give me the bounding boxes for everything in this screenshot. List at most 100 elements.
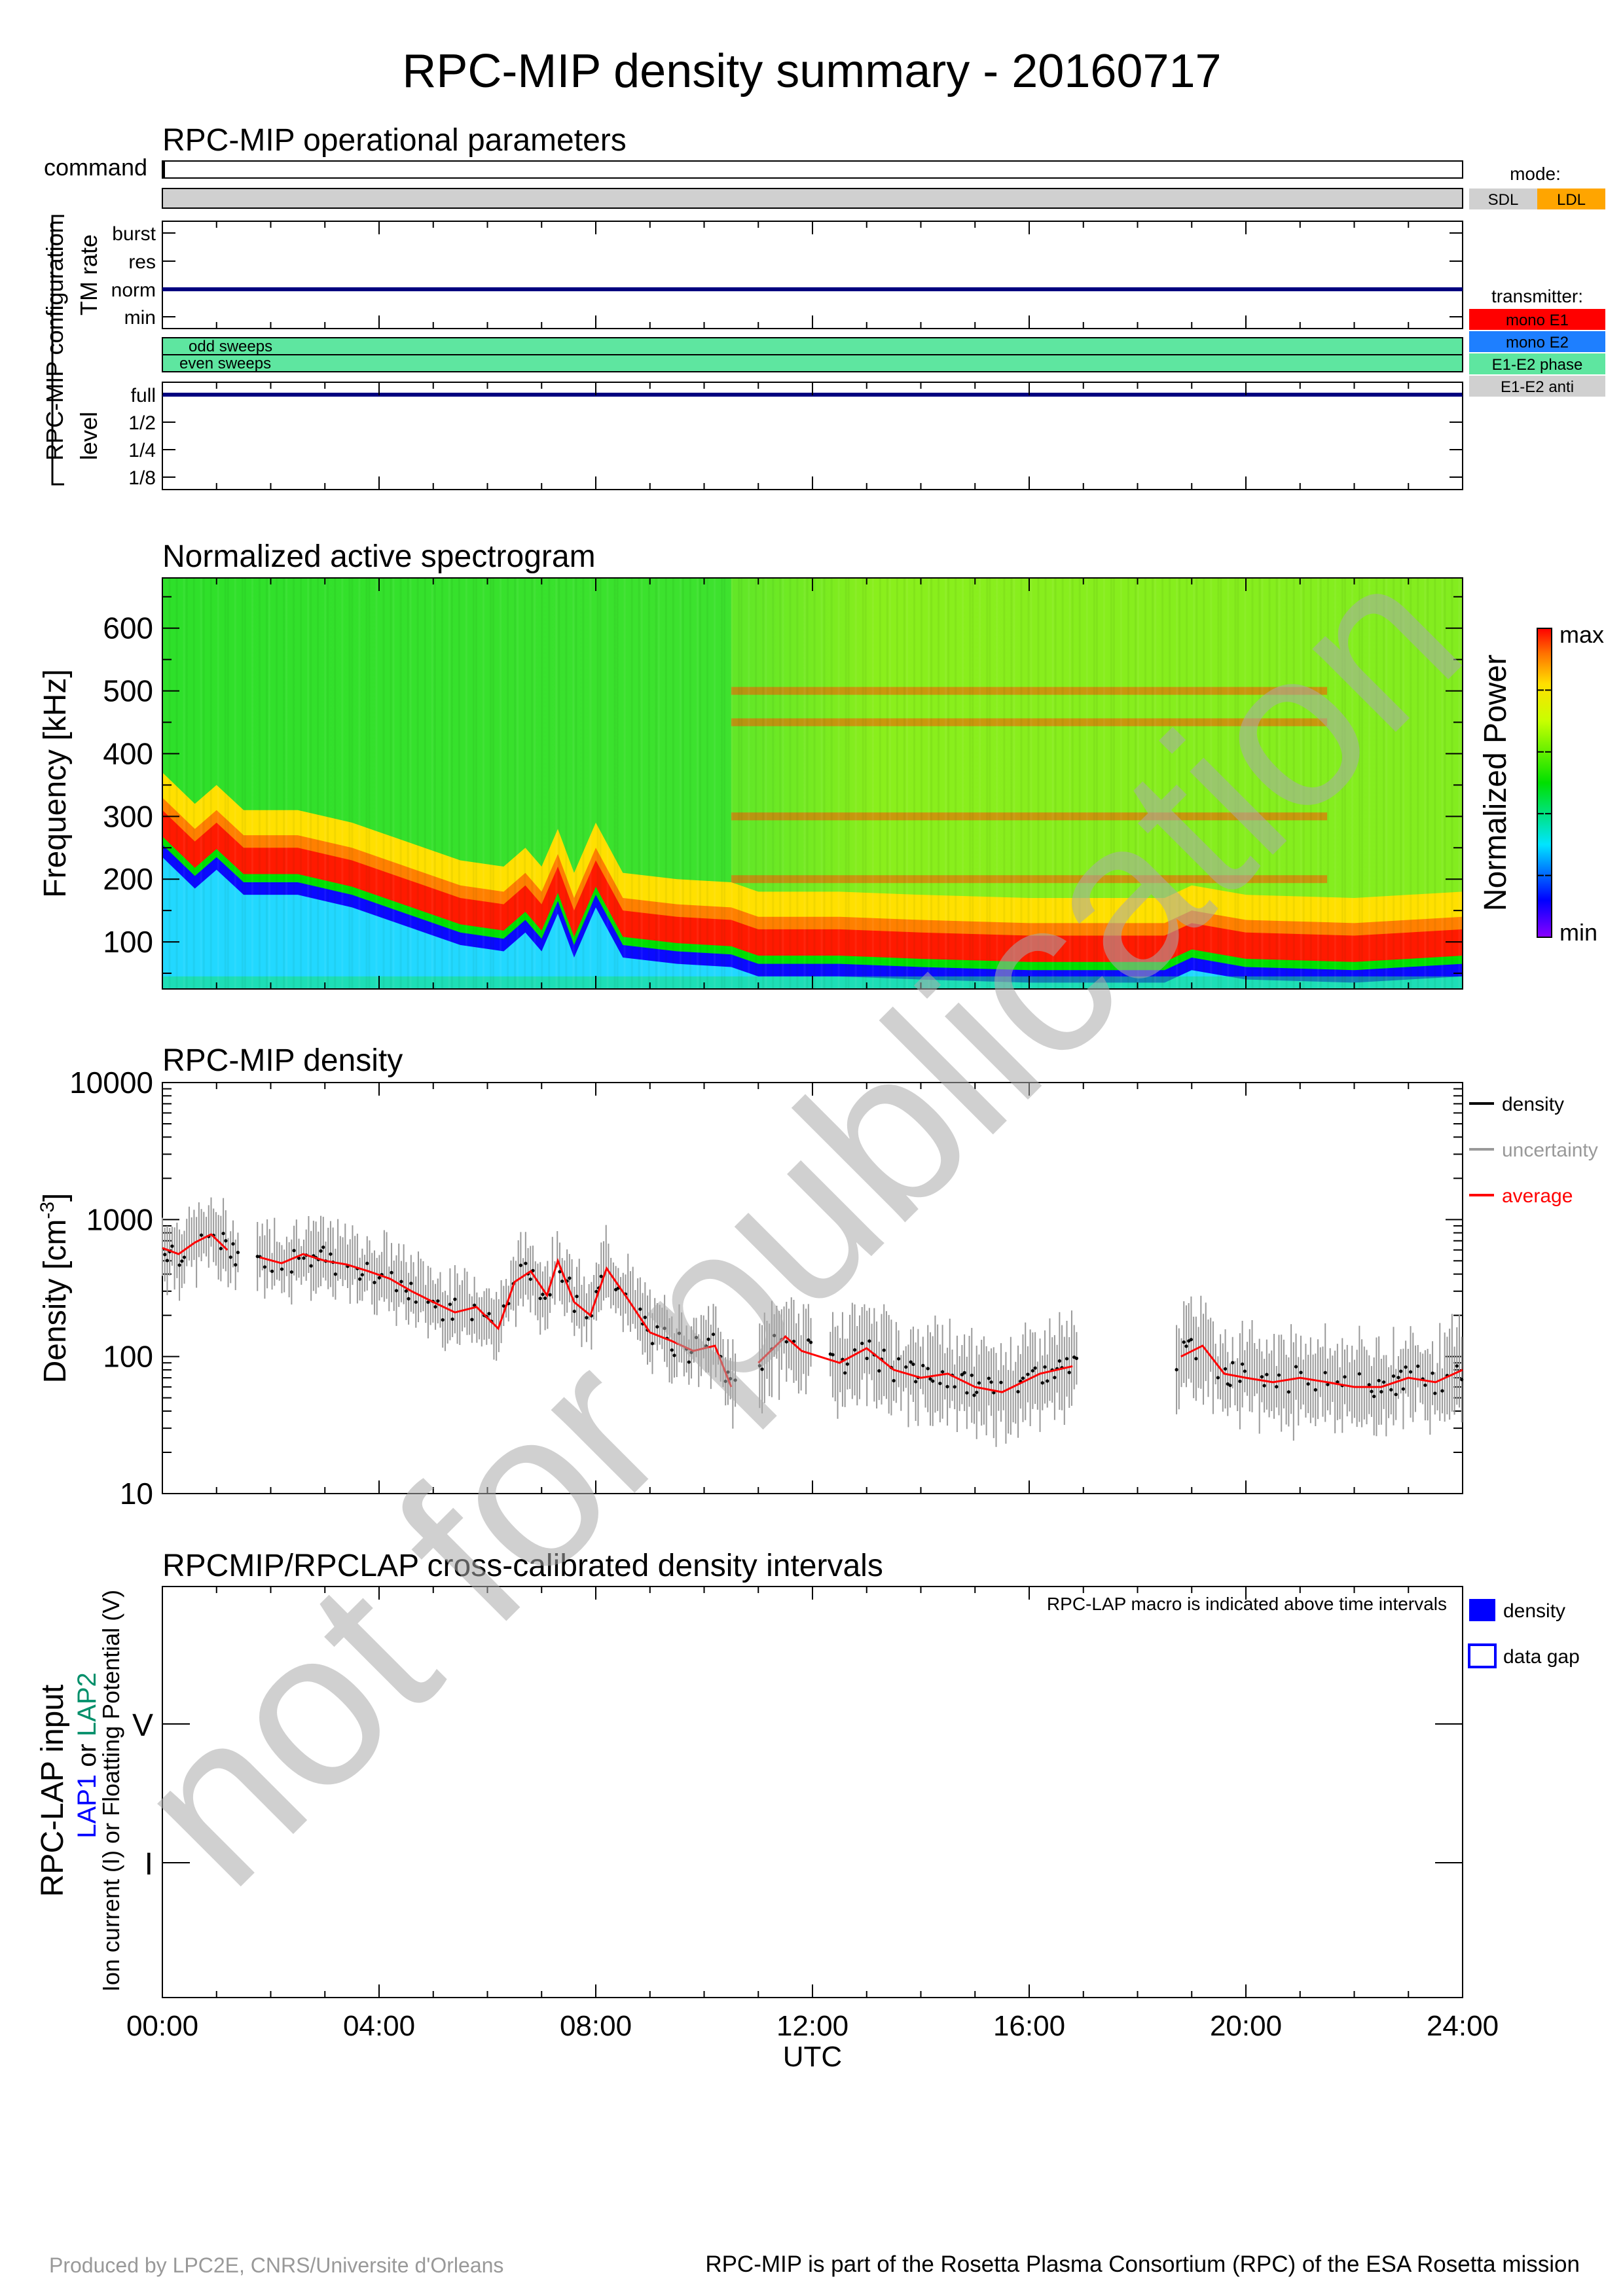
density-point: [1408, 1370, 1413, 1374]
density-point: [1416, 1364, 1420, 1368]
density-point: [1389, 1388, 1393, 1391]
density-point: [309, 1264, 313, 1268]
density-point: [1262, 1384, 1266, 1388]
density-point: [960, 1372, 964, 1376]
density-point: [541, 1293, 545, 1297]
density-point: [519, 1263, 522, 1267]
spectrogram-tick-label: 300: [103, 799, 153, 833]
density-point: [292, 1249, 296, 1253]
spectrogram-interference-line: [731, 875, 1328, 884]
density-point: [650, 1342, 655, 1346]
density-point: [180, 1259, 184, 1263]
density-point: [441, 1318, 445, 1322]
density-point: [1040, 1381, 1044, 1385]
density-point: [231, 1242, 235, 1246]
tm-rate-label: TM rate: [75, 234, 102, 315]
spectrogram-image: [162, 578, 1463, 989]
density-point: [877, 1369, 881, 1373]
density-point: [1030, 1369, 1034, 1372]
density-point: [941, 1370, 945, 1374]
density-point: [1455, 1364, 1459, 1368]
density-point: [1228, 1384, 1232, 1388]
tx-phase-label: E1-E2 phase: [1492, 356, 1583, 374]
density-point: [1175, 1368, 1178, 1372]
density-point: [689, 1350, 693, 1354]
density-point: [199, 1233, 204, 1237]
density-point: [1323, 1371, 1327, 1374]
density-point: [221, 1231, 225, 1236]
density-point: [1377, 1378, 1381, 1382]
density-point: [1241, 1362, 1245, 1366]
density-point: [358, 1277, 362, 1281]
density-point: [163, 1253, 167, 1257]
density-point: [1391, 1374, 1396, 1378]
density-point: [663, 1326, 666, 1331]
legend-uncertainty-label: uncertainty: [1502, 1139, 1598, 1161]
density-point: [170, 1244, 174, 1248]
even-sweeps-label: even sweeps: [179, 355, 271, 372]
density-point: [1299, 1371, 1303, 1374]
density-point: [987, 1376, 991, 1380]
density-point: [487, 1312, 491, 1316]
level-label: level: [75, 412, 102, 460]
density-point: [501, 1304, 505, 1308]
density-point: [694, 1335, 699, 1340]
density-point: [1367, 1383, 1371, 1387]
x-tick-label: 24:00: [1427, 2010, 1499, 2042]
density-point: [909, 1360, 913, 1364]
density-point: [1189, 1338, 1194, 1342]
density-point: [972, 1393, 976, 1397]
density-point: [975, 1390, 979, 1394]
legend-density-label: density: [1502, 1094, 1564, 1115]
density-point: [1067, 1371, 1071, 1374]
colorbar-max: max: [1559, 621, 1604, 648]
density-point: [399, 1280, 403, 1283]
density-point: [809, 1340, 813, 1344]
crosscal-ylabel-line3: Ion current (I) or Floatting Potential (…: [98, 1590, 124, 1992]
density-point: [297, 1256, 301, 1260]
x-tick-label: 08:00: [560, 2010, 632, 2042]
density-point: [773, 1333, 776, 1338]
density-point: [470, 1318, 474, 1321]
density-point: [594, 1289, 598, 1293]
density-point: [1399, 1369, 1403, 1373]
config-label: RPC-MIP configuration: [41, 220, 68, 461]
density-point: [1404, 1365, 1408, 1369]
density-point: [1396, 1376, 1400, 1380]
x-axis-ticks: [162, 221, 1463, 1998]
density-point: [896, 1357, 901, 1361]
density-point: [289, 1270, 293, 1274]
mode-sdl-swatch: [1469, 188, 1537, 209]
density-point: [1460, 1378, 1464, 1382]
x-tick-label: 20:00: [1210, 2010, 1282, 2042]
density-ylabel: Density [cm-3]: [37, 1193, 73, 1384]
density-point: [807, 1338, 811, 1342]
density-point: [1370, 1390, 1374, 1393]
density-point: [1074, 1356, 1079, 1360]
density-data: [162, 1197, 1464, 1447]
tm-rate-level-label: burst: [112, 223, 156, 245]
density-point: [280, 1267, 284, 1271]
density-point: [1223, 1367, 1228, 1371]
density-point: [1433, 1391, 1437, 1395]
density-point: [333, 1272, 337, 1276]
density-point: [270, 1269, 274, 1273]
density-point: [953, 1385, 957, 1389]
level-value-label: full: [131, 385, 156, 406]
density-point: [687, 1360, 691, 1364]
density-point: [945, 1385, 949, 1389]
density-point: [599, 1274, 603, 1278]
density-point: [729, 1376, 733, 1380]
density-point: [560, 1279, 564, 1283]
density-point: [1277, 1373, 1281, 1377]
tx-mono-e2-label: mono E2: [1506, 334, 1569, 351]
spectrogram-cyan-band: [162, 857, 1463, 989]
spectrogram-tick-label: 100: [103, 925, 153, 959]
density-point: [1357, 1372, 1361, 1376]
density-point: [572, 1309, 576, 1314]
crosscal-tick-v: V: [132, 1708, 153, 1743]
colorbar: [1537, 628, 1552, 938]
density-point: [360, 1273, 364, 1277]
density-point: [329, 1252, 333, 1256]
density-point: [706, 1337, 710, 1341]
